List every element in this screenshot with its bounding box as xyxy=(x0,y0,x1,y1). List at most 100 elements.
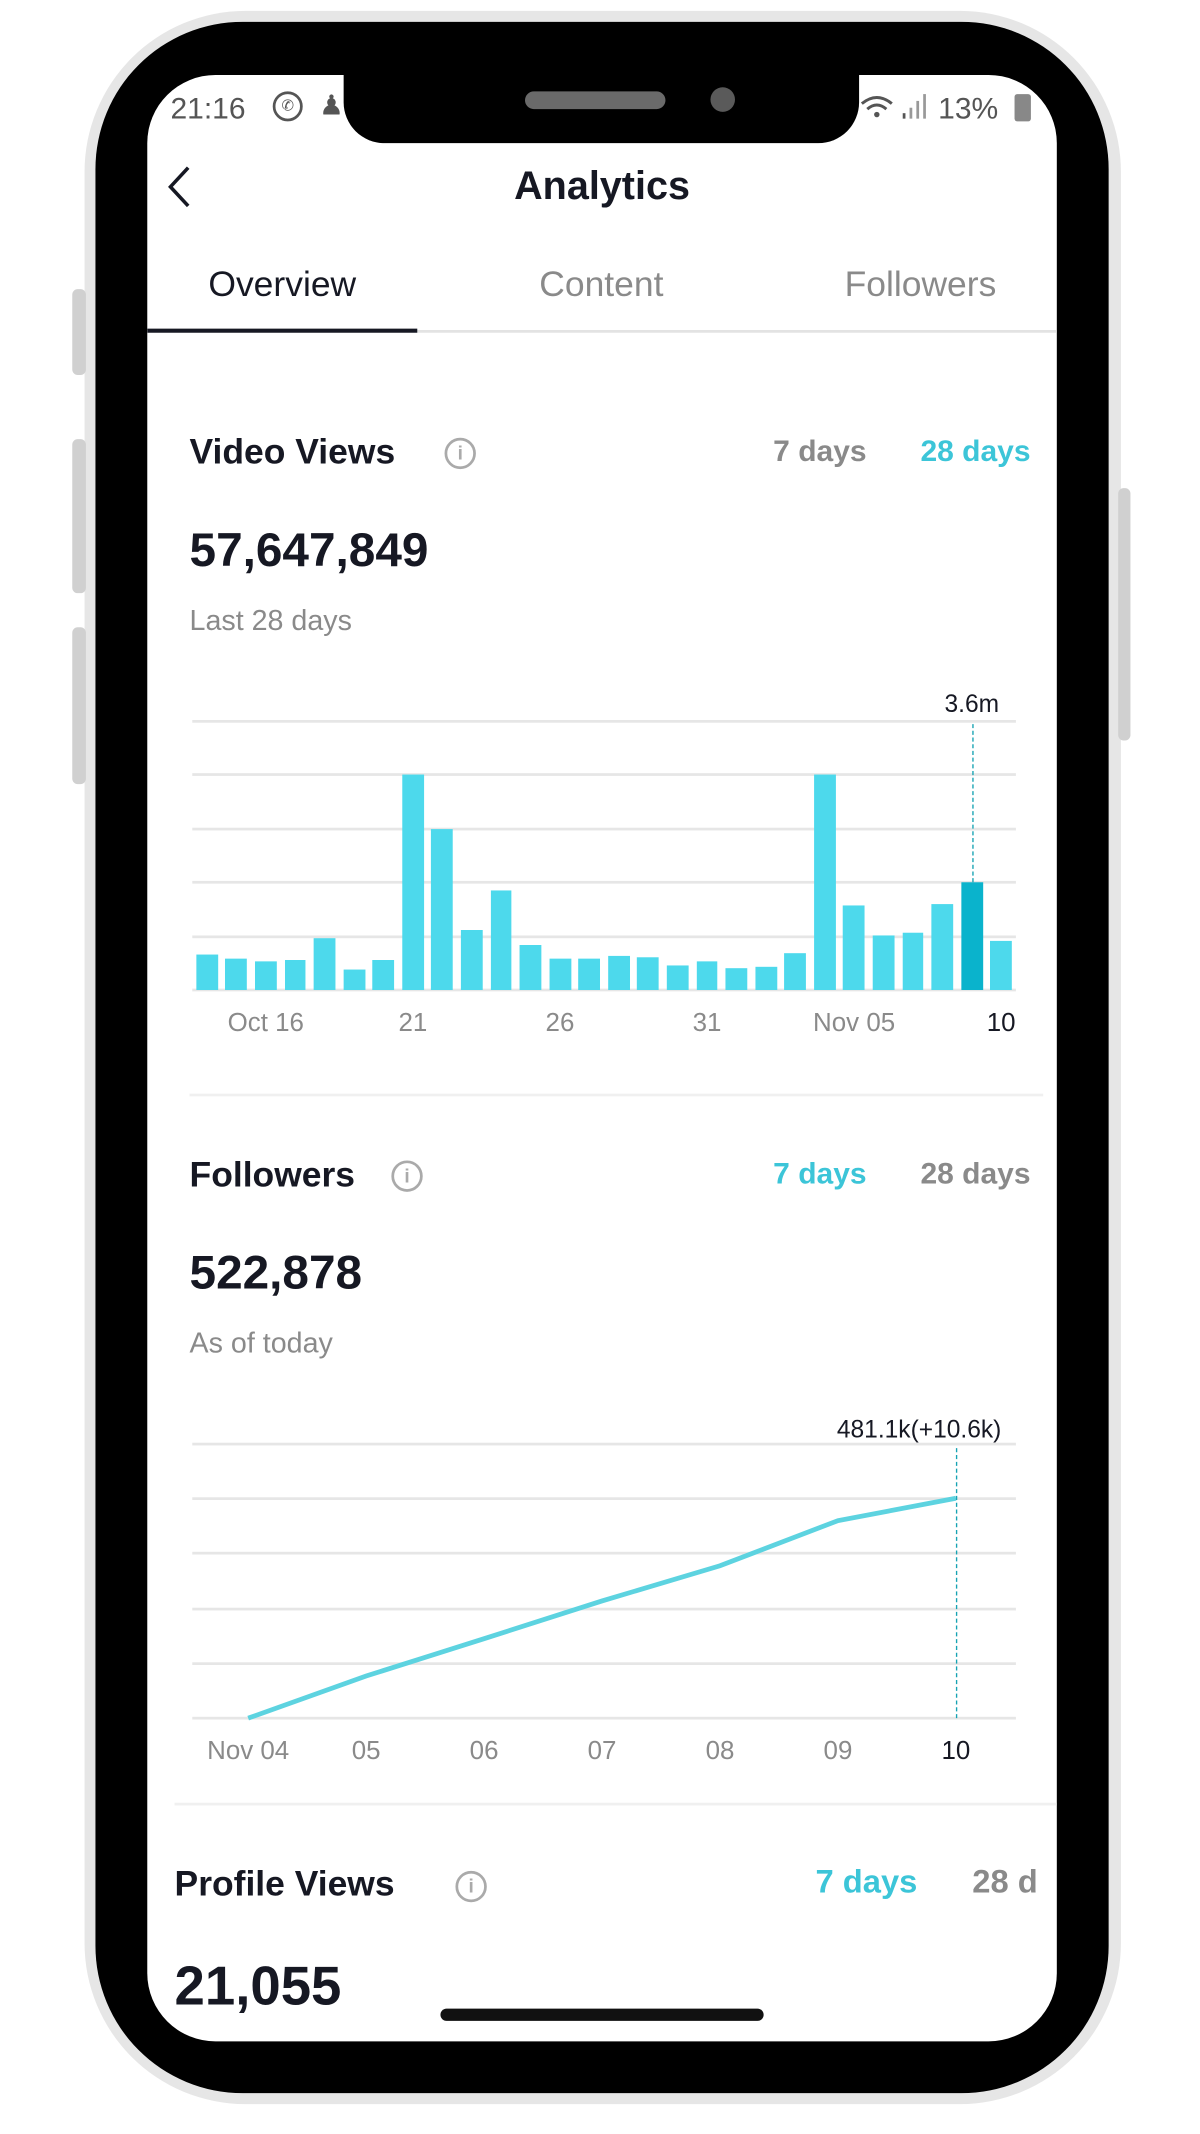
selected-marker-line xyxy=(955,1448,958,1719)
x-tick-label: 07 xyxy=(587,1737,617,1766)
profile-views-total: 21,055 xyxy=(174,1956,342,2017)
bar xyxy=(460,929,483,990)
bar xyxy=(343,969,365,990)
bar xyxy=(254,961,277,990)
x-tick-label: 05 xyxy=(351,1737,381,1766)
bar xyxy=(902,932,924,990)
gridline xyxy=(192,1661,1016,1665)
video-views-title: Video Views xyxy=(189,430,396,472)
gridline xyxy=(192,1716,1016,1720)
bar xyxy=(225,958,248,990)
wifi-icon xyxy=(860,96,893,118)
tab-content[interactable]: Content xyxy=(539,263,664,305)
bar xyxy=(372,960,395,990)
volume-down-button xyxy=(72,627,86,785)
power-button xyxy=(1118,488,1131,741)
followers-line xyxy=(247,1495,957,1721)
bar xyxy=(696,960,718,990)
gridline xyxy=(192,934,1016,938)
gridline xyxy=(192,719,1016,723)
tab-overview[interactable]: Overview xyxy=(208,263,357,305)
gridline xyxy=(192,988,1016,992)
gridline xyxy=(192,1442,1016,1446)
bar xyxy=(549,958,571,990)
battery-charging-icon xyxy=(1014,94,1031,122)
video-views-total: 57,647,849 xyxy=(189,523,429,577)
gridline xyxy=(192,1607,1016,1610)
section-divider xyxy=(174,1802,1057,1806)
followers-chart: Nov 04 05 06 07 08 09 10 481.1k(+10.6k) xyxy=(147,75,1057,1793)
x-tick-label: 31 xyxy=(692,1009,722,1038)
info-icon[interactable]: i xyxy=(444,437,476,470)
profile-views-title: Profile Views xyxy=(174,1862,395,1904)
bar xyxy=(784,953,807,990)
notch xyxy=(343,74,860,144)
bar xyxy=(313,938,336,990)
profile-views-7-days[interactable]: 7 days xyxy=(815,1864,918,1901)
home-indicator[interactable] xyxy=(440,2008,764,2021)
followers-line-svg xyxy=(247,1495,957,1721)
bar xyxy=(666,965,689,990)
video-views-7-days[interactable]: 7 days xyxy=(773,433,867,468)
tab-followers[interactable]: Followers xyxy=(844,263,997,305)
bar xyxy=(843,906,865,990)
info-icon[interactable]: i xyxy=(391,1160,423,1192)
status-time: 21:16 xyxy=(170,91,246,126)
x-tick-label: 09 xyxy=(823,1737,853,1766)
gridline xyxy=(192,1497,1016,1501)
profile-views-28-days[interactable]: 28 d xyxy=(972,1864,1038,1901)
bar xyxy=(960,882,983,990)
whatsapp-icon: ✆ xyxy=(272,91,303,122)
bar xyxy=(725,968,748,990)
section-divider xyxy=(189,1093,1044,1097)
bar xyxy=(284,960,307,990)
gridline xyxy=(192,773,1016,777)
video-views-subtitle: Last 28 days xyxy=(189,605,352,637)
selected-marker-line xyxy=(971,724,974,883)
gridline xyxy=(192,1552,1016,1556)
bar xyxy=(637,957,660,990)
x-tick-label: Oct 16 xyxy=(227,1009,304,1038)
video-views-chart: Oct 16 21 26 31 Nov 05 10 3.6m xyxy=(147,75,1057,1111)
info-icon[interactable]: i xyxy=(455,1870,487,1903)
active-tab-indicator xyxy=(147,328,418,333)
data-label: 3.6m xyxy=(944,689,1000,718)
followers-subtitle: As of today xyxy=(189,1328,333,1360)
volume-up-button xyxy=(72,439,86,594)
followers-title: Followers xyxy=(189,1153,356,1195)
x-tick-label: 06 xyxy=(469,1737,499,1766)
followers-total: 522,878 xyxy=(189,1246,363,1300)
x-tick-label: 08 xyxy=(705,1737,735,1766)
bar xyxy=(431,829,454,990)
x-tick-label: 10 xyxy=(986,1009,1016,1038)
gridline xyxy=(192,881,1016,884)
x-tick-label: Nov 05 xyxy=(813,1009,896,1038)
page-title: Analytics xyxy=(514,164,690,209)
x-tick-label: 21 xyxy=(398,1009,428,1038)
gridline xyxy=(192,827,1016,831)
bar xyxy=(990,940,1013,990)
bar xyxy=(607,955,630,990)
screen: 21:16 ✆ ♟ 13% Analytics Overview Content… xyxy=(147,74,1057,2042)
followers-28-days[interactable]: 28 days xyxy=(920,1156,1031,1191)
bar xyxy=(401,773,424,990)
mute-switch xyxy=(72,289,86,375)
bar xyxy=(196,954,218,990)
x-tick-label: Nov 04 xyxy=(207,1737,290,1766)
front-camera xyxy=(710,87,735,112)
speaker xyxy=(524,91,666,110)
notification-icon: ♟ xyxy=(319,91,344,122)
followers-7-days[interactable]: 7 days xyxy=(773,1156,867,1191)
chevron-left-icon[interactable] xyxy=(164,165,197,209)
bar xyxy=(931,903,954,990)
bar xyxy=(872,934,895,990)
battery-percent: 13% xyxy=(938,91,999,126)
data-label: 481.1k(+10.6k) xyxy=(836,1415,1002,1443)
bar xyxy=(519,944,542,990)
bar xyxy=(754,966,777,990)
x-tick-label: 10 xyxy=(941,1737,971,1766)
tabs-divider xyxy=(147,329,1057,333)
signal-icon xyxy=(902,94,926,119)
video-views-28-days[interactable]: 28 days xyxy=(920,433,1031,468)
bar xyxy=(813,775,836,990)
